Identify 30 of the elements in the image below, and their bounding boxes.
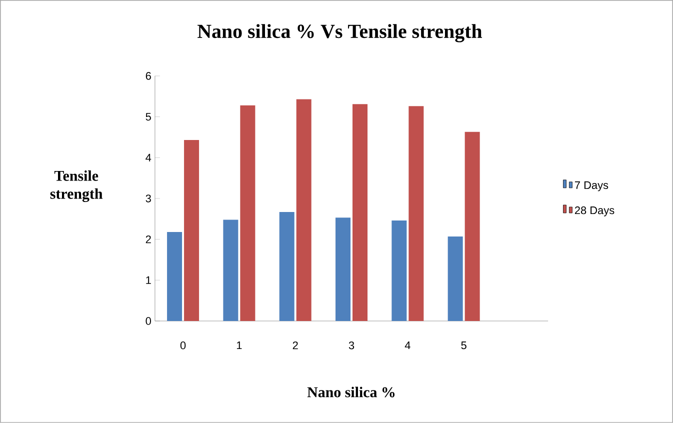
bar xyxy=(408,106,424,322)
y-tick-label: 6 xyxy=(146,72,151,80)
y-tick-label: 2 xyxy=(146,236,151,244)
x-tick-label: 0 xyxy=(180,342,186,350)
bar xyxy=(184,140,200,322)
bar xyxy=(352,104,368,322)
y-tick-label: 1 xyxy=(146,276,151,284)
bar xyxy=(223,220,238,322)
bar xyxy=(296,99,312,322)
y-tick-label: 5 xyxy=(146,112,151,121)
x-tick-label: 2 xyxy=(292,342,298,350)
x-tick-label: 4 xyxy=(404,342,410,350)
bar xyxy=(448,236,463,322)
x-axis-title: Nano silica % xyxy=(307,386,395,398)
legend-label: 7 Days xyxy=(574,181,608,192)
y-tick-label: 0 xyxy=(146,317,151,325)
y-tick-label: 4 xyxy=(146,154,152,162)
bar xyxy=(464,132,480,322)
x-tick-label: 1 xyxy=(236,342,242,350)
legend-label: 28 Days xyxy=(574,206,614,216)
x-tick-label: 3 xyxy=(348,342,354,350)
y-axis-title: Tensile strength xyxy=(50,170,103,202)
bar xyxy=(240,105,256,322)
chart-title: Nano silica % Vs Tensile strength xyxy=(198,24,482,42)
y-tick-label: 3 xyxy=(146,194,151,202)
bar xyxy=(336,218,351,322)
bar xyxy=(167,232,182,322)
x-tick-label: 5 xyxy=(461,342,466,350)
bar xyxy=(279,212,294,322)
bar xyxy=(392,220,407,322)
